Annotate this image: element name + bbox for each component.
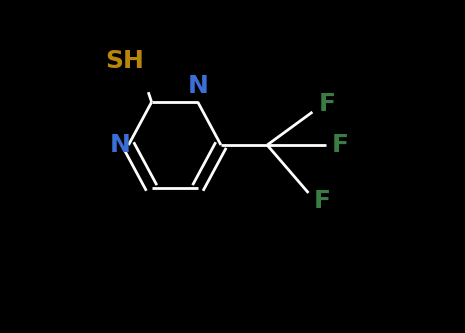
Text: SH: SH bbox=[106, 49, 144, 73]
Text: F: F bbox=[319, 92, 335, 116]
Text: F: F bbox=[313, 189, 331, 213]
Text: N: N bbox=[187, 74, 208, 98]
Text: N: N bbox=[110, 133, 131, 157]
Text: F: F bbox=[332, 133, 349, 157]
